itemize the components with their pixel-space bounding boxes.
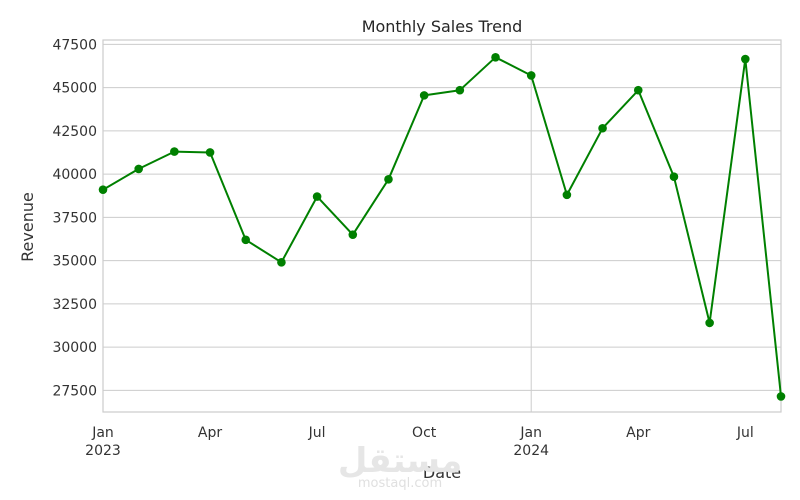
data-point — [241, 235, 251, 245]
y-axis-ticks: 27500 30000 32500 35000 37500 40000 42500 45000… — [52, 37, 97, 399]
x-axis-title: Date — [423, 463, 461, 482]
data-point — [348, 230, 358, 239]
x-tick-year-label: 2024 — [513, 443, 549, 459]
y-tick-label: 42500 — [52, 124, 97, 140]
x-tick-label: Jul — [308, 425, 326, 441]
data-point — [419, 91, 429, 100]
y-tick-label: 47500 — [52, 37, 97, 53]
y-tick-label: 32500 — [52, 297, 97, 313]
watermark: مستقل mostaql.com — [338, 441, 462, 491]
gridlines — [102, 40, 781, 412]
series-line — [102, 56, 782, 397]
data-point — [98, 185, 108, 194]
chart-title: Monthly Sales Trend — [362, 17, 523, 36]
watermark-url-text: mostaql.com — [358, 476, 442, 491]
data-point — [134, 164, 143, 174]
x-tick-label: Apr — [198, 425, 222, 441]
data-point — [491, 53, 500, 62]
y-tick-label: 40000 — [52, 167, 97, 183]
x-tick-label: Oct — [412, 425, 437, 441]
data-point — [455, 85, 465, 95]
data-point — [598, 123, 607, 133]
data-point — [633, 85, 643, 95]
data-point — [205, 148, 215, 157]
data-point — [277, 258, 286, 267]
data-point — [669, 172, 679, 181]
x-tick-year-label: 2023 — [85, 443, 121, 459]
data-point — [562, 190, 572, 200]
y-tick-label: 35000 — [52, 254, 97, 270]
data-point — [741, 54, 750, 64]
y-tick-label: 27500 — [52, 383, 97, 399]
data-point — [526, 71, 536, 80]
plot-area-frame — [102, 39, 782, 413]
x-axis-ticks: Jan 2023 Apr Jul Oct Jan 2024 Apr Jul — [85, 425, 754, 459]
watermark-logo-text: مستقل — [338, 441, 462, 481]
x-tick-label: Jul — [736, 425, 754, 441]
data-point — [776, 392, 786, 401]
y-axis-title: Revenue — [18, 192, 37, 262]
y-tick-label: 37500 — [52, 210, 97, 226]
x-tick-label: Jan — [519, 425, 542, 441]
data-point — [312, 192, 322, 201]
data-point — [170, 147, 179, 156]
data-point — [705, 318, 714, 328]
x-tick-label: Jan — [91, 425, 114, 441]
data-point — [384, 174, 393, 184]
series-layer — [98, 53, 786, 401]
x-tick-label: Apr — [626, 425, 650, 441]
y-tick-label: 30000 — [52, 340, 97, 356]
y-tick-label: 45000 — [52, 81, 97, 97]
